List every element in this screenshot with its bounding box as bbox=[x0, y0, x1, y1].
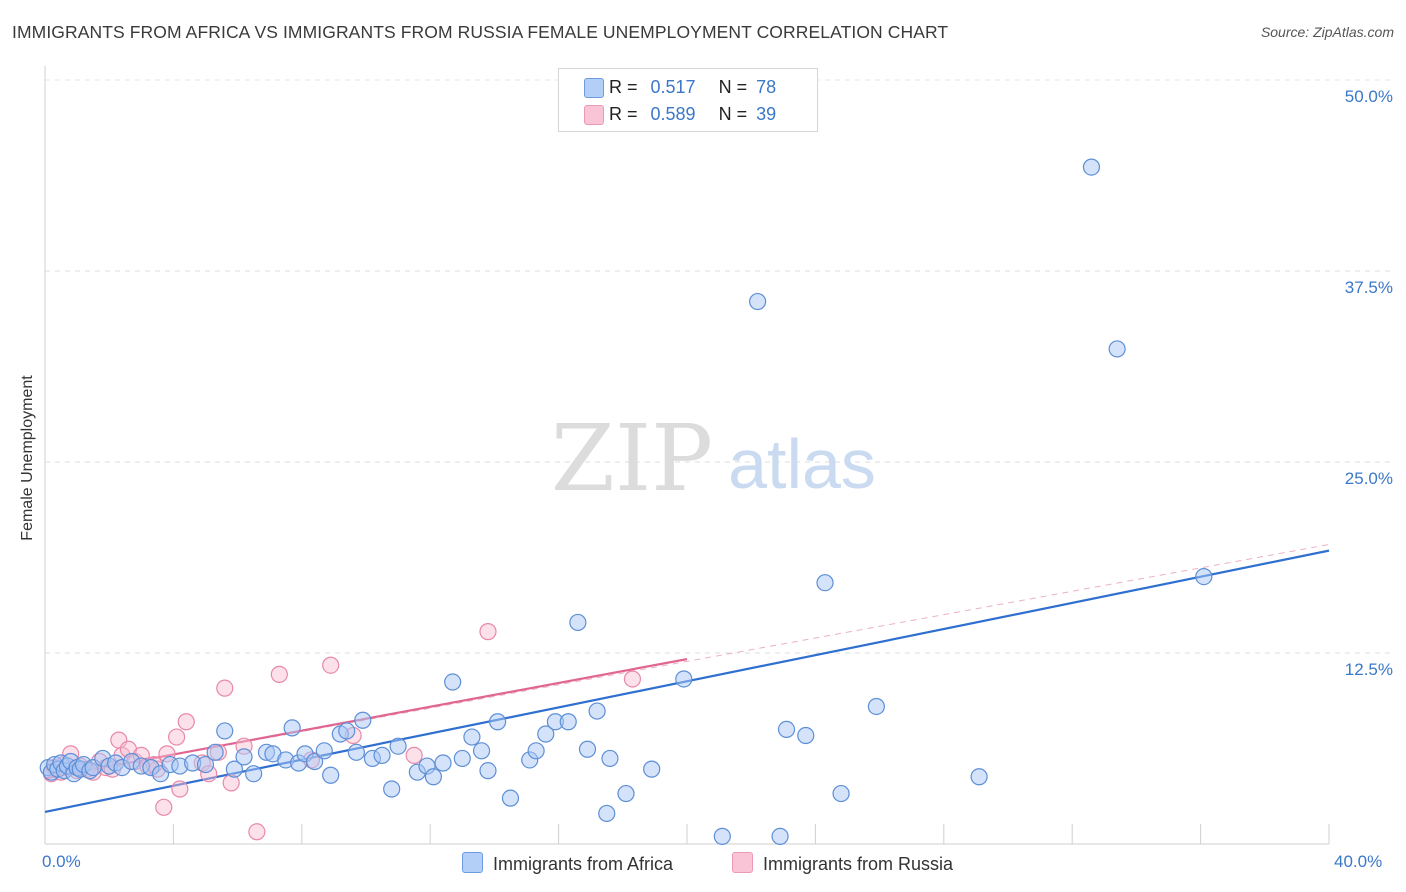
africa-point bbox=[196, 755, 215, 774]
stats-row-africa: R = 0.517 N = 78 bbox=[584, 77, 777, 98]
russia-point bbox=[248, 823, 266, 841]
africa-point bbox=[235, 748, 253, 766]
africa-point bbox=[206, 743, 224, 761]
russia-point bbox=[270, 665, 288, 683]
y-tick-label: 12.5% bbox=[1344, 660, 1393, 679]
n-value: 78 bbox=[756, 77, 777, 97]
africa-point bbox=[463, 728, 481, 746]
africa-point bbox=[588, 702, 606, 720]
r-value: 0.589 bbox=[650, 104, 696, 124]
stats-row-russia: R = 0.589 N = 39 bbox=[584, 104, 777, 125]
n-label: N = bbox=[718, 104, 753, 124]
x-tick-label: 0.0% bbox=[42, 852, 81, 871]
africa-point bbox=[527, 742, 545, 760]
legend-item-russia: Immigrants from Russia bbox=[732, 852, 953, 875]
legend-label: Immigrants from Russia bbox=[763, 854, 954, 874]
russia-point bbox=[155, 798, 173, 816]
africa-point bbox=[1108, 340, 1126, 358]
stats-legend: R = 0.517 N = 78 R = 0.589 N = 39 bbox=[558, 68, 818, 132]
africa-point bbox=[816, 574, 834, 592]
x-tick-label: 40.0% bbox=[1334, 852, 1383, 871]
africa-point bbox=[601, 749, 619, 768]
russia-point bbox=[168, 728, 186, 746]
africa-point bbox=[559, 713, 577, 731]
africa-swatch bbox=[584, 78, 604, 98]
russia-point bbox=[177, 713, 195, 731]
africa-point bbox=[777, 720, 796, 739]
africa-point bbox=[970, 768, 988, 786]
africa-point bbox=[1082, 158, 1101, 176]
africa-legend-swatch bbox=[462, 852, 483, 873]
russia-point bbox=[216, 679, 234, 697]
africa-point bbox=[832, 784, 850, 803]
russia-point bbox=[171, 780, 189, 798]
y-tick-label: 50.0% bbox=[1344, 87, 1393, 106]
russia-point bbox=[405, 746, 423, 764]
africa-point bbox=[643, 760, 661, 778]
africa-point bbox=[867, 697, 885, 716]
legend-item-africa: Immigrants from Africa bbox=[462, 852, 673, 875]
africa-point bbox=[434, 754, 452, 772]
chart-title: IMMIGRANTS FROM AFRICA VS IMMIGRANTS FRO… bbox=[12, 22, 949, 42]
n-value: 39 bbox=[756, 104, 777, 124]
africa-point bbox=[489, 713, 507, 731]
russia-legend-swatch bbox=[732, 852, 753, 873]
watermark: ZIP atlas bbox=[551, 405, 876, 512]
africa-point bbox=[389, 737, 407, 755]
africa-point bbox=[771, 827, 789, 845]
africa-point bbox=[749, 292, 767, 311]
africa-point bbox=[216, 722, 234, 740]
africa-point bbox=[424, 768, 443, 786]
russia-point bbox=[479, 623, 497, 641]
africa-point bbox=[617, 784, 635, 803]
africa-point bbox=[1195, 567, 1213, 586]
y-tick-label: 37.5% bbox=[1344, 278, 1393, 297]
africa-point bbox=[797, 726, 815, 745]
legend-label: Immigrants from Africa bbox=[493, 854, 674, 874]
africa-point bbox=[383, 780, 401, 798]
africa-point bbox=[569, 613, 587, 632]
n-label: N = bbox=[718, 77, 753, 97]
africa-point bbox=[479, 762, 497, 780]
y-axis-label: Female Unemployment bbox=[19, 375, 36, 541]
r-value: 0.517 bbox=[650, 77, 696, 97]
africa-point bbox=[338, 722, 356, 740]
watermark-atlas: atlas bbox=[728, 425, 876, 503]
africa-point bbox=[598, 804, 616, 823]
africa-point bbox=[453, 749, 471, 768]
africa-point bbox=[347, 743, 365, 761]
africa-point bbox=[306, 752, 324, 771]
africa-point bbox=[578, 740, 597, 758]
r-label: R = bbox=[609, 77, 643, 97]
africa-point bbox=[283, 719, 301, 737]
y-tick-label: 25.0% bbox=[1344, 469, 1393, 488]
r-label: R = bbox=[609, 104, 643, 124]
africa-points bbox=[39, 158, 1213, 845]
africa-point bbox=[472, 742, 491, 760]
africa-point bbox=[245, 765, 263, 783]
africa-point bbox=[322, 766, 340, 784]
africa-point bbox=[501, 789, 520, 807]
axes bbox=[44, 66, 1330, 845]
watermark-zip: ZIP bbox=[551, 405, 713, 512]
africa-point bbox=[373, 746, 391, 764]
russia-point bbox=[623, 670, 642, 688]
russia-swatch bbox=[584, 105, 604, 125]
africa-point bbox=[675, 670, 693, 688]
africa-point bbox=[225, 760, 243, 778]
africa-point bbox=[713, 827, 731, 845]
africa-point bbox=[537, 725, 555, 743]
africa-point bbox=[354, 711, 372, 729]
africa-point bbox=[315, 742, 333, 760]
grid-lines bbox=[45, 79, 1392, 654]
russia-trend-extension bbox=[44, 544, 1330, 779]
source-label: Source: ZipAtlas.com bbox=[1260, 24, 1394, 40]
russia-point bbox=[322, 656, 340, 674]
africa-point bbox=[444, 673, 462, 691]
